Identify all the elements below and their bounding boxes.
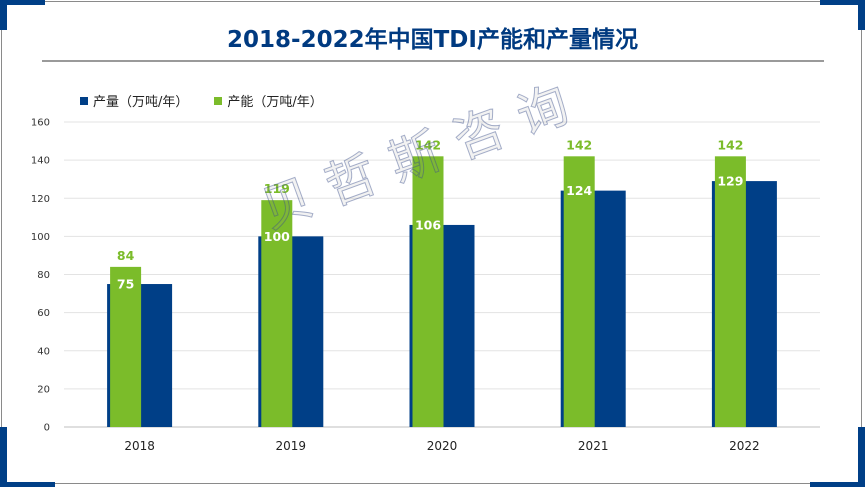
corner-bottom-right [858, 427, 865, 487]
title-divider [42, 60, 824, 62]
y-tick-label: 0 [44, 423, 50, 434]
legend-label-production: 产量（万吨/年） [93, 95, 189, 110]
bar-capacity [714, 156, 746, 427]
x-tick-label: 2021 [578, 439, 609, 453]
corner-bottom-left-h [0, 482, 55, 487]
corner-top-left-h [0, 0, 45, 5]
corner-bottom-right-h [810, 482, 865, 487]
x-tick-label: 2019 [276, 439, 307, 453]
data-label-production: 124 [566, 183, 592, 198]
x-tick-label: 2022 [729, 439, 760, 453]
y-tick-label: 60 [37, 308, 50, 319]
x-tick-label: 2020 [427, 439, 458, 453]
y-tick-label: 100 [31, 232, 50, 243]
data-label-production: 106 [415, 217, 441, 232]
data-label-capacity: 142 [415, 137, 441, 152]
y-tick-label: 80 [37, 270, 50, 281]
y-tick-label: 20 [37, 384, 50, 395]
bar-capacity [563, 156, 595, 427]
corner-bottom-left [0, 427, 7, 487]
data-label-production: 75 [117, 277, 134, 292]
x-tick-label: 2018 [124, 439, 155, 453]
data-label-capacity: 142 [566, 137, 592, 152]
corner-top-right-h [820, 0, 865, 5]
corner-top-left [0, 0, 7, 30]
data-label-capacity: 142 [717, 137, 743, 152]
legend-label-capacity: 产能（万吨/年） [227, 95, 323, 110]
corner-top-right [858, 0, 865, 30]
legend-item-production: 产量（万吨/年） [80, 91, 188, 110]
y-tick-label: 160 [31, 118, 50, 129]
chart-title: 2018-2022年中国TDI产能和产量情况 [227, 27, 638, 53]
legend: 产量（万吨/年） 产能（万吨/年） [80, 91, 349, 110]
data-label-production: 129 [717, 174, 743, 189]
y-tick-label: 40 [37, 346, 50, 357]
bar-capacity [412, 156, 444, 427]
legend-item-capacity: 产能（万吨/年） [214, 91, 323, 110]
y-tick-label: 120 [31, 194, 50, 205]
legend-swatch-capacity [214, 96, 223, 105]
legend-swatch-production [80, 96, 88, 105]
data-label-capacity: 119 [264, 181, 290, 196]
data-label-capacity: 84 [117, 248, 135, 263]
data-label-production: 100 [264, 229, 290, 244]
bar-capacity [261, 200, 293, 427]
y-tick-label: 140 [31, 156, 50, 167]
bar-capacity [110, 266, 142, 427]
